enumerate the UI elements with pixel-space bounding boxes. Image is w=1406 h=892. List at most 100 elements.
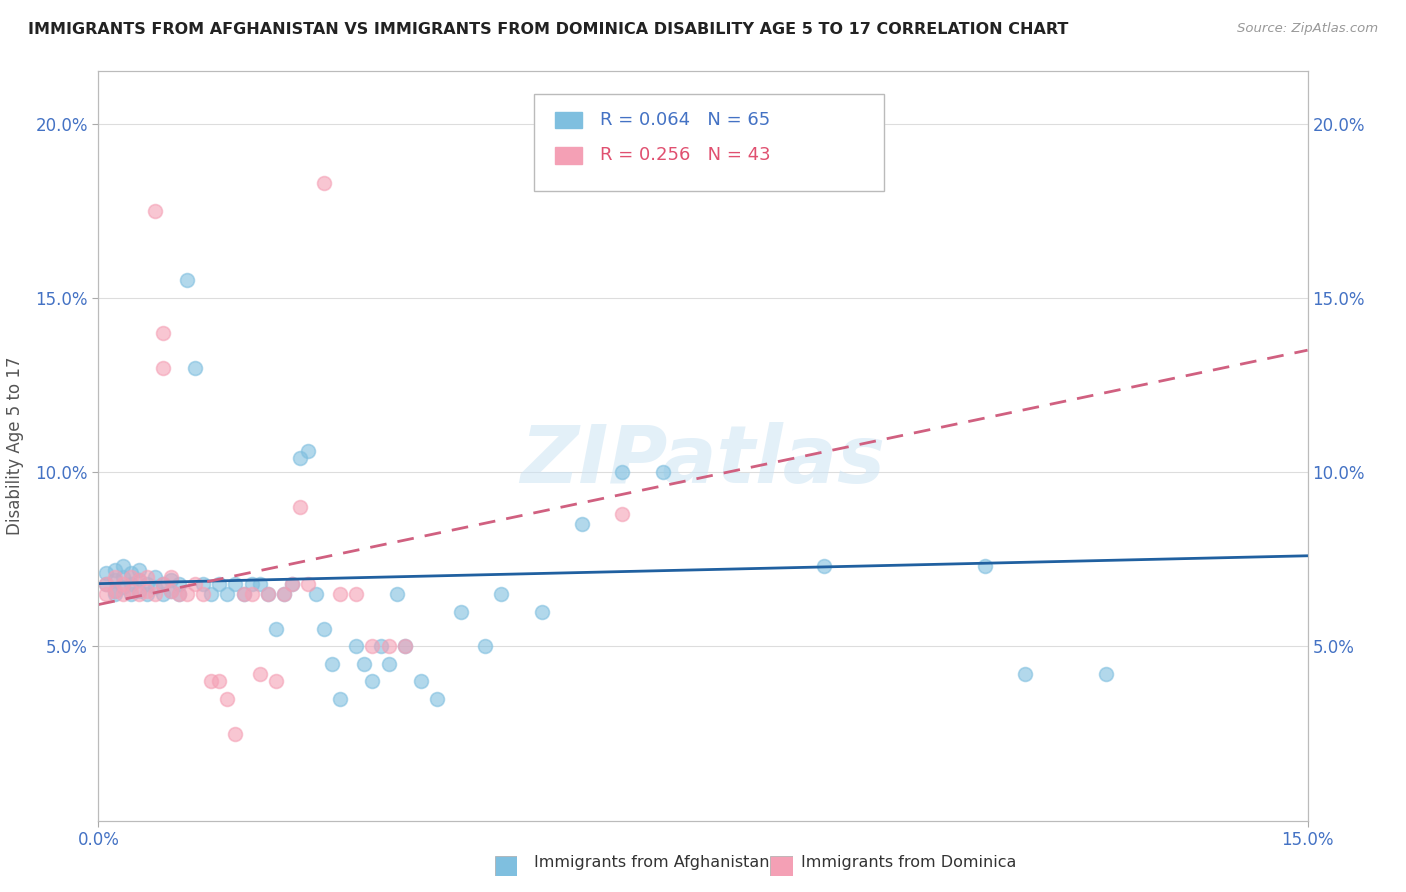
Point (612, 507, 634, 521)
Text: IMMIGRANTS FROM AFGHANISTAN VS IMMIGRANTS FROM DOMINICA DISABILITY AGE 5 TO 17 C: IMMIGRANTS FROM AFGHANISTAN VS IMMIGRANT… (28, 22, 1069, 37)
Point (288, 451, 311, 466)
Point (224, 726, 246, 740)
Point (135, 583, 157, 598)
Point (143, 587, 166, 601)
Text: R = 0.064   N = 65: R = 0.064 N = 65 (600, 112, 770, 129)
Point (370, 640, 392, 654)
Point (111, 587, 134, 601)
Point (530, 605, 553, 619)
Y-axis label: Disability Age 5 to 17: Disability Age 5 to 17 (7, 357, 24, 535)
Point (281, 576, 304, 591)
Point (184, 360, 207, 375)
Point (208, 674, 231, 689)
Point (103, 583, 125, 598)
FancyBboxPatch shape (555, 147, 582, 163)
Point (176, 587, 198, 601)
Point (474, 640, 496, 654)
Point (143, 570, 166, 584)
Point (256, 587, 278, 601)
Point (361, 640, 384, 654)
Point (128, 587, 150, 601)
Point (103, 583, 125, 598)
Point (167, 587, 190, 601)
Text: Immigrants from Dominica: Immigrants from Dominica (801, 855, 1017, 870)
Point (491, 587, 513, 601)
Text: Source: ZipAtlas.com: Source: ZipAtlas.com (1237, 22, 1378, 36)
Point (128, 583, 150, 598)
Point (256, 587, 278, 601)
Point (450, 605, 472, 619)
Point (409, 674, 432, 689)
Point (426, 691, 449, 706)
Point (232, 587, 254, 601)
Point (240, 576, 263, 591)
Point (120, 570, 142, 584)
Text: ZIPatlas: ZIPatlas (520, 422, 886, 500)
Point (96, 566, 118, 581)
Point (249, 667, 271, 681)
Point (651, 465, 673, 479)
Point (288, 500, 311, 514)
Point (160, 570, 183, 584)
Point (103, 573, 125, 587)
Point (120, 576, 142, 591)
Point (152, 576, 174, 591)
FancyBboxPatch shape (555, 112, 582, 128)
Point (120, 566, 142, 581)
Point (264, 622, 287, 636)
Point (394, 640, 416, 654)
Point (200, 674, 222, 689)
Point (377, 657, 399, 671)
Point (120, 583, 142, 598)
Point (329, 587, 352, 601)
Point (167, 576, 190, 591)
Point (111, 576, 134, 591)
Point (385, 587, 408, 601)
Point (120, 587, 142, 601)
Point (273, 587, 295, 601)
Point (167, 587, 190, 601)
Point (135, 576, 157, 591)
Point (344, 587, 367, 601)
Point (329, 691, 352, 706)
Point (103, 570, 125, 584)
Point (232, 587, 254, 601)
Point (321, 657, 343, 671)
Point (217, 587, 239, 601)
Point (217, 691, 239, 706)
Point (96, 576, 118, 591)
Point (160, 583, 183, 598)
Point (184, 576, 207, 591)
Point (281, 576, 304, 591)
Point (152, 326, 174, 340)
Point (111, 570, 134, 584)
Point (305, 587, 328, 601)
Point (193, 576, 215, 591)
Point (344, 640, 367, 654)
Point (103, 587, 125, 601)
Point (224, 576, 246, 591)
Point (353, 657, 375, 671)
Point (103, 563, 125, 577)
Point (208, 576, 231, 591)
Point (135, 587, 157, 601)
Point (571, 517, 593, 532)
Point (314, 622, 336, 636)
Point (128, 573, 150, 587)
Point (111, 559, 134, 574)
Point (111, 580, 134, 594)
Point (813, 559, 835, 574)
Point (193, 587, 215, 601)
Point (128, 563, 150, 577)
Point (314, 176, 336, 190)
Point (297, 444, 319, 458)
Point (152, 576, 174, 591)
Point (612, 465, 634, 479)
Point (1095, 667, 1118, 681)
Point (974, 559, 997, 574)
Point (152, 360, 174, 375)
Point (249, 576, 271, 591)
Point (143, 203, 166, 218)
Point (96, 576, 118, 591)
Point (377, 640, 399, 654)
